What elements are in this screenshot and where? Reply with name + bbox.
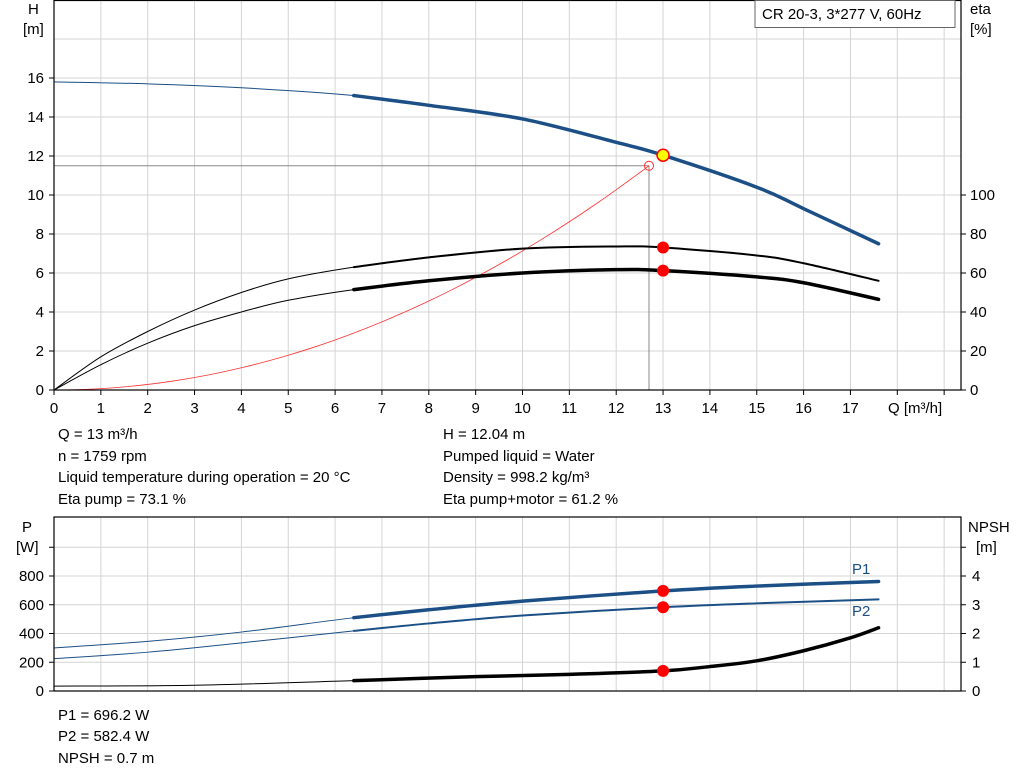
x-tick-label: 1 [97, 400, 105, 417]
p1-curve-operating [352, 579, 881, 620]
eta-tick-label: 0 [970, 382, 978, 399]
eta-axis-unit: [%] [970, 21, 992, 38]
eta-tick-label: 20 [970, 343, 987, 360]
x-tick-label: 8 [425, 400, 433, 417]
x-tick-label: 10 [514, 400, 531, 417]
p-tick-label: 800 [19, 568, 44, 585]
info-eta-pump: Eta pump = 73.1 % [58, 491, 186, 508]
duty-point-head [656, 148, 670, 162]
p-tick-label: 600 [19, 597, 44, 614]
h-tick-label: 6 [36, 265, 44, 282]
npsh-tick-label: 4 [972, 568, 980, 585]
x-tick-label: 16 [795, 400, 812, 417]
curves [53, 81, 881, 687]
p-tick-label: 0 [36, 683, 44, 700]
eta-pump-curve-full [53, 245, 879, 391]
info-head: H = 12.04 m [443, 426, 525, 443]
info-top-left: Q = 13 m³/h n = 1759 rpm Liquid temperat… [58, 426, 351, 508]
x-tick-label: 0 [50, 400, 58, 417]
h-axis-unit: [m] [23, 21, 44, 38]
p1-curve-label: P1 [852, 561, 870, 578]
eta-tick-label: 40 [970, 304, 987, 321]
h-tick-label: 16 [27, 70, 44, 87]
info-speed: n = 1759 rpm [58, 448, 147, 465]
title-box: CR 20-3, 3*277 V, 60Hz [754, 0, 956, 28]
eta-axis-name: eta [970, 1, 992, 18]
x-tick-label: 2 [144, 400, 152, 417]
p-tick-label: 200 [19, 654, 44, 671]
system-curve [53, 165, 650, 391]
head-curve-full [53, 81, 879, 245]
npsh-tick-label: 1 [972, 654, 980, 671]
info-p1: P1 = 696.2 W [58, 707, 150, 724]
info-top-right: H = 12.04 m Pumped liquid = Water Densit… [443, 426, 618, 508]
npsh-tick-label: 3 [972, 597, 980, 614]
x-tick-label: 11 [562, 400, 578, 417]
p-tick-label: 400 [19, 626, 44, 643]
duty-point-p2 [657, 601, 670, 614]
npsh-tick-label: 0 [972, 683, 980, 700]
h-tick-label: 12 [27, 148, 44, 165]
eta-tick-label: 100 [970, 187, 995, 204]
duty-point-npsh [657, 664, 670, 677]
duty-point-p1 [657, 584, 670, 597]
q-axis-label: Q [m³/h] [888, 400, 942, 417]
x-tick-label: 12 [608, 400, 625, 417]
h-tick-label: 14 [27, 109, 44, 126]
eta-tick-label: 80 [970, 226, 987, 243]
h-axis-name: H [28, 1, 39, 18]
eta-tick-label: 60 [970, 265, 987, 282]
system-curve-end-marker [643, 160, 654, 171]
title-box-text: CR 20-3, 3*277 V, 60Hz [762, 6, 922, 23]
info-flow: Q = 13 m³/h [58, 426, 138, 443]
npsh-tick-label: 2 [972, 626, 980, 643]
p2-curve-full [53, 598, 879, 660]
x-tick-label: 7 [378, 400, 386, 417]
bottom-grid: 0 200 400 600 800 0 1 2 3 4 [19, 517, 980, 700]
eta-pump-motor-curve-operating [352, 267, 881, 302]
x-tick-label: 15 [748, 400, 765, 417]
eta-pump-curve-operating [352, 245, 880, 282]
x-tick-label: 6 [331, 400, 339, 417]
head-curve-operating [352, 93, 881, 246]
x-tick-label: 4 [237, 400, 245, 417]
bottom-plot-frame [53, 516, 962, 692]
x-tick-label: 9 [471, 400, 479, 417]
x-tick-label: 17 [842, 400, 859, 417]
info-p2: P2 = 582.4 W [58, 728, 150, 745]
info-npsh: NPSH = 0.7 m [58, 750, 154, 767]
h-tick-label: 8 [36, 226, 44, 243]
info-bottom: P1 = 696.2 W P2 = 582.4 W NPSH = 0.7 m [58, 707, 154, 767]
x-tick-label: 3 [190, 400, 198, 417]
h-tick-label: 2 [36, 343, 44, 360]
npsh-axis-name: NPSH [968, 519, 1010, 536]
top-plot-frame [53, 0, 962, 391]
x-tick-label: 14 [702, 400, 719, 417]
info-temperature: Liquid temperature during operation = 20… [58, 469, 351, 486]
p1-curve-full [53, 580, 879, 649]
h-tick-label: 0 [36, 382, 44, 399]
p-axis-name: P [22, 519, 32, 536]
p2-curve-operating [352, 598, 880, 632]
p-axis-unit: [W] [16, 539, 39, 556]
npsh-curve-operating [352, 626, 881, 683]
info-density: Density = 998.2 kg/m³ [443, 469, 589, 486]
info-eta-pump-motor: Eta pump+motor = 61.2 % [443, 491, 618, 508]
info-liquid: Pumped liquid = Water [443, 448, 595, 465]
eta-pump-motor-curve-full [53, 269, 879, 391]
duty-point-eta-pump-motor [657, 264, 670, 277]
npsh-axis-unit: [m] [976, 539, 997, 556]
x-tick-label: 13 [655, 400, 672, 417]
h-tick-label: 10 [27, 187, 44, 204]
p2-curve-label: P2 [852, 603, 870, 620]
top-grid: 0 1 2 3 4 5 6 7 8 9 10 11 12 13 14 15 16 1702468101214160… [27, 0, 995, 417]
h-tick-label: 4 [36, 304, 44, 321]
duty-point-eta-pump [657, 241, 670, 254]
x-tick-label: 5 [284, 400, 292, 417]
